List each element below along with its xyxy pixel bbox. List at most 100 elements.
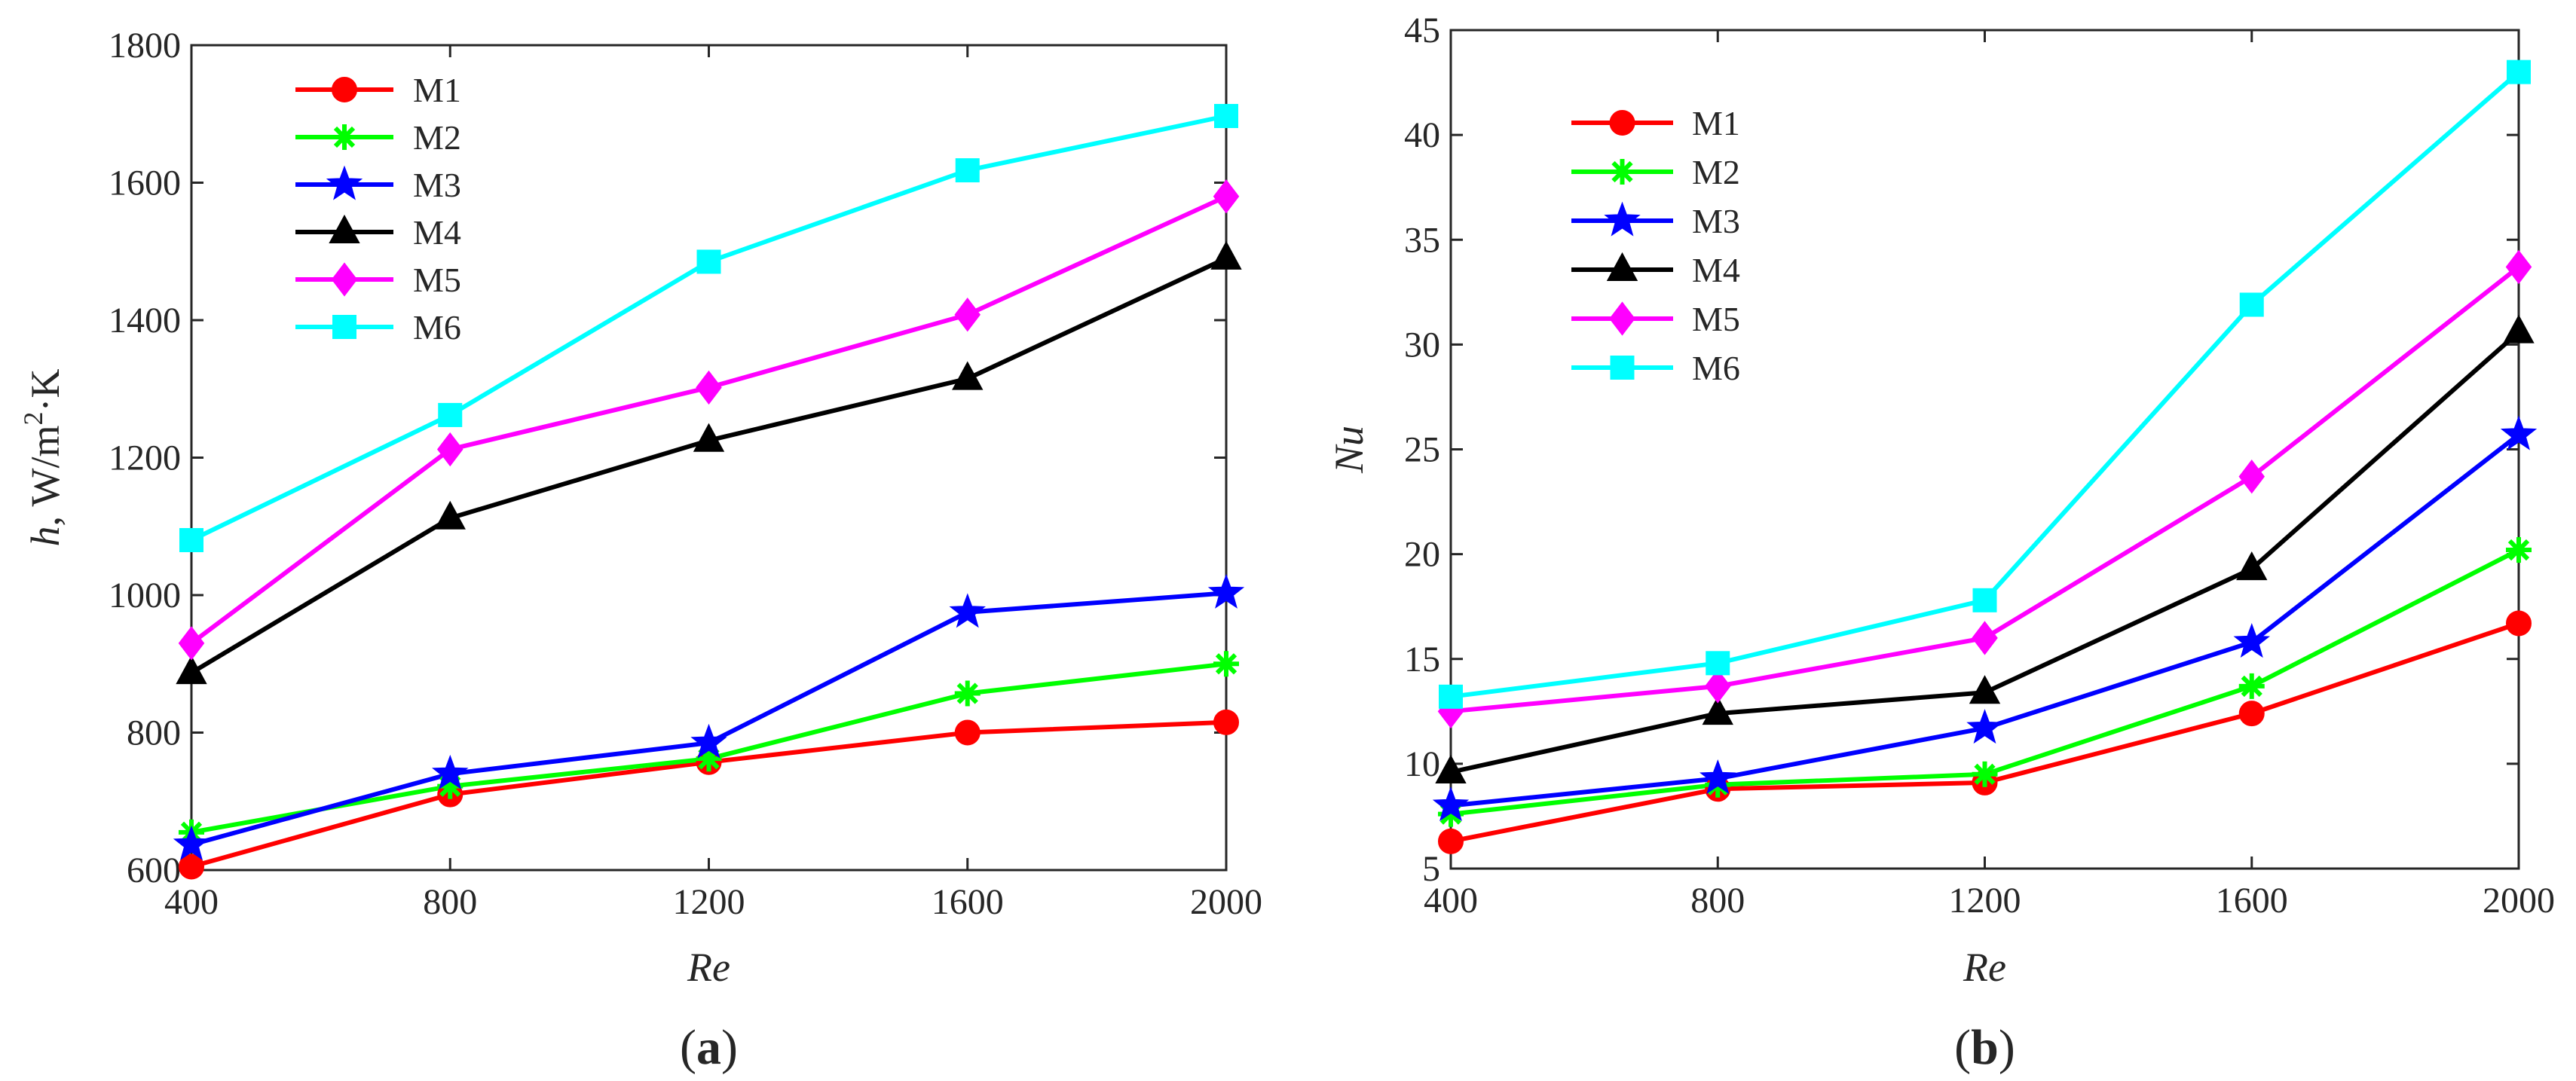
panel-1-series-3-point-1 — [1702, 695, 1733, 725]
y-axis-label-unit-0: , W/m — [23, 425, 68, 526]
panel-1-series-3-point-2 — [1969, 675, 2001, 704]
x-tick-label-0-3: 1600 — [932, 882, 1004, 922]
y-axis-label-sup-0: 2 — [18, 411, 48, 425]
panel-1-series-2-point-4 — [2500, 415, 2538, 450]
legend-marker-1-1 — [1609, 159, 1635, 185]
plot-frame-1 — [1449, 29, 2520, 870]
panel-letter-0: a — [696, 1020, 721, 1075]
panel-0-series-1-point-3 — [954, 680, 981, 707]
panel-0-series-4-point-0 — [178, 626, 205, 661]
panel-0-series-4-point-2 — [696, 370, 722, 405]
panel-letter-1: b — [1971, 1020, 1999, 1075]
panel-label-0: (a) — [680, 1020, 738, 1075]
y-axis-label-1: Nu — [1326, 426, 1372, 474]
y-tick-label-1-4: 25 — [1404, 430, 1440, 470]
legend-marker-0-0 — [332, 77, 357, 102]
panel-0-series-2-point-1 — [432, 754, 469, 789]
x-tick-label-1-3: 1600 — [2216, 881, 2288, 921]
panel-1-series-3-point-3 — [2236, 551, 2268, 581]
panel-0-series-3-point-2 — [693, 423, 725, 452]
x-tick-label-1-2: 1200 — [1949, 881, 2021, 921]
x-axis-label-0: Re — [687, 945, 730, 990]
panel-1-series-5-point-2 — [1972, 588, 1997, 612]
y-axis-label-0: h, W/m2·K — [18, 369, 68, 547]
panel-1-series-5-point-3 — [2239, 292, 2264, 317]
panel-1-series-5-point-4 — [2507, 60, 2531, 84]
legend-label-1-3: M4 — [1692, 251, 1740, 289]
panel-1-series-2-point-1 — [1699, 759, 1736, 794]
x-tick-label-0-1: 800 — [423, 882, 477, 922]
panel-0-series-0-point-3 — [954, 719, 981, 746]
y-tick-label-1-5: 30 — [1404, 325, 1440, 365]
y-tick-label-1-3: 20 — [1404, 535, 1440, 575]
panel-0-series-2-point-2 — [690, 723, 727, 759]
legend-label-1-4: M5 — [1692, 300, 1740, 338]
legend-marker-0-3 — [329, 214, 360, 243]
series-line-1-M3 — [1450, 432, 2520, 808]
legend-marker-1-3 — [1606, 252, 1638, 281]
legend-label-0-5: M6 — [413, 308, 461, 347]
panel-1-series-1-point-2 — [1972, 761, 1998, 787]
y-axis-label-symbol-1: Nu — [1326, 426, 1372, 474]
legend-label-1-2: M3 — [1692, 202, 1740, 240]
panel-0-series-4-point-1 — [436, 432, 463, 467]
panel-0-series-3-point-0 — [176, 655, 207, 685]
y-tick-label-1-7: 40 — [1404, 115, 1440, 155]
y-tick-label-1-2: 15 — [1404, 640, 1440, 679]
panel-1-series-1-point-3 — [2238, 673, 2265, 699]
legend-label-0-0: M1 — [413, 71, 461, 109]
panel-0-series-5-point-2 — [696, 249, 721, 274]
x-axis-label-1: Re — [1963, 945, 2006, 990]
panel-1-series-3-point-4 — [2503, 314, 2535, 344]
panel-0-series-2-point-0 — [173, 825, 210, 860]
panel-1-series-2-point-3 — [2233, 623, 2270, 658]
x-tick-label-0-0: 400 — [164, 882, 219, 922]
panel-0-series-3-point-4 — [1210, 240, 1242, 270]
panel-0-series-5-point-0 — [179, 528, 203, 552]
panel-0-series-1-point-4 — [1213, 651, 1239, 677]
panel-0-series-5-point-1 — [438, 402, 463, 427]
x-tick-label-0-4: 2000 — [1190, 882, 1262, 922]
y-tick-label-0-6: 1800 — [109, 26, 181, 66]
panel-0-series-4-point-4 — [1213, 179, 1240, 214]
panel-0-series-0-point-4 — [1213, 709, 1239, 735]
panel-1-series-5-point-1 — [1706, 651, 1730, 676]
panel-label-1: (b) — [1954, 1020, 2015, 1075]
chart-panel-a: 400 800 1200 1600 2000 600 800 1000 1200 1400 1600… — [18, 26, 1262, 1075]
x-tick-label-1-4: 2000 — [2483, 881, 2555, 921]
panel-0-series-2-point-4 — [1207, 573, 1245, 609]
panel-1-series-0-point-3 — [2238, 701, 2265, 727]
y-tick-label-0-4: 1400 — [109, 301, 181, 340]
y-tick-label-0-0: 600 — [127, 850, 181, 890]
panel-0-series-3-point-1 — [434, 500, 466, 530]
y-tick-label-1-0: 5 — [1422, 849, 1440, 889]
panel-1-series-4-point-1 — [1704, 669, 1731, 704]
panel-1-series-2-point-0 — [1432, 786, 1470, 822]
panel-0-series-0-point-0 — [179, 854, 204, 880]
legend-marker-1-4 — [1609, 301, 1635, 336]
y-tick-label-1-8: 45 — [1404, 11, 1440, 50]
legend-label-0-2: M3 — [413, 166, 461, 204]
legend-label-0-3: M4 — [413, 213, 461, 252]
legend-marker-0-5 — [332, 315, 356, 339]
panel-0-series-5-point-3 — [955, 158, 980, 183]
chart-panel-b: 400 800 1200 1600 2000 5 10 15 20 25 30 35 40 45 Re Nu M… — [1326, 11, 2555, 1075]
legend-label-1-5: M6 — [1692, 349, 1740, 387]
y-tick-label-0-3: 1200 — [109, 438, 181, 478]
legend-label-1-1: M2 — [1692, 153, 1740, 191]
panel-1-series-4-point-2 — [1972, 621, 1998, 655]
panel-0-series-3-point-3 — [952, 361, 984, 390]
legend-marker-0-1 — [332, 124, 357, 150]
legend-label-0-4: M5 — [413, 261, 461, 299]
legend-marker-1-2 — [1604, 201, 1641, 237]
legend-marker-1-0 — [1609, 110, 1635, 136]
panel-0-series-5-point-4 — [1214, 103, 1238, 128]
y-axis-label-symbol-0: h — [23, 526, 68, 546]
y-tick-label-1-6: 35 — [1404, 220, 1440, 260]
panel-1-series-4-point-3 — [2238, 460, 2265, 494]
legend-marker-0-2 — [326, 165, 363, 200]
legend-label-1-0: M1 — [1692, 104, 1740, 142]
panel-0-series-2-point-3 — [949, 593, 986, 628]
y-tick-label-0-2: 1000 — [109, 576, 181, 615]
y-axis-label-tail-0: ·K — [23, 369, 68, 412]
